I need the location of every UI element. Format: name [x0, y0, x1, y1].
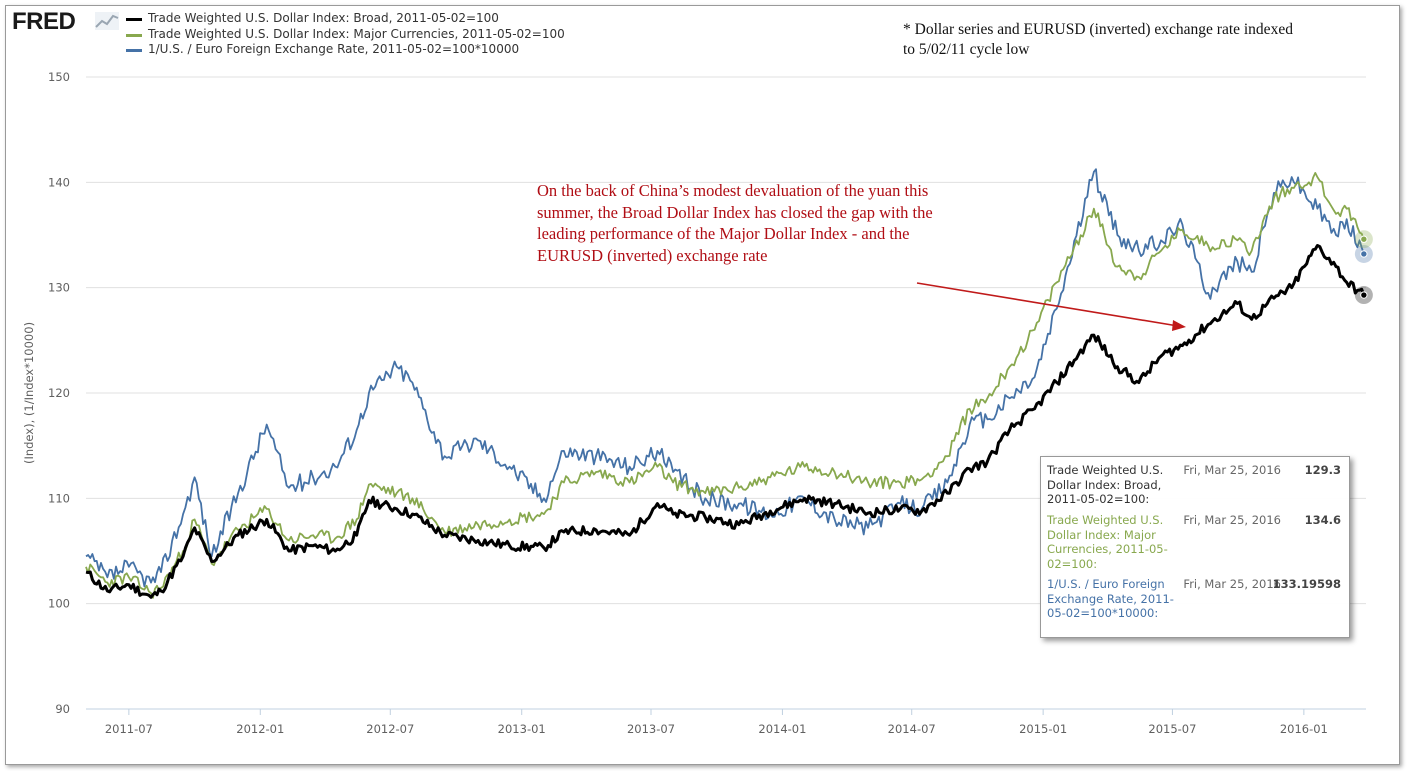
- x-tick-label: 2014-07: [888, 722, 936, 736]
- x-tick-label: 2014-01: [758, 722, 806, 736]
- hover-tooltip: Trade Weighted U.S. Dollar Index: Broad,…: [1040, 456, 1350, 638]
- legend-label-euro: 1/U.S. / Euro Foreign Exchange Rate, 201…: [148, 42, 520, 56]
- series-line-2[interactable]: [85, 168, 1365, 588]
- x-tick-label: 2013-07: [627, 722, 675, 736]
- tooltip-value-major: 134.6: [1304, 513, 1341, 527]
- tooltip-date-euro: Fri, Mar 25, 2016: [1183, 577, 1281, 591]
- y-tick-label: 140: [48, 175, 70, 189]
- fred-logo[interactable]: FRED: [12, 8, 76, 35]
- x-tick-label: 2012-01: [236, 722, 284, 736]
- x-tick-label: 2015-01: [1019, 722, 1067, 736]
- series-line-0[interactable]: [85, 244, 1366, 599]
- series-end-point-1[interactable]: [1360, 235, 1368, 243]
- x-tick-label: 2012-07: [366, 722, 414, 736]
- legend-item-broad[interactable]: Trade Weighted U.S. Dollar Index: Broad,…: [126, 11, 565, 27]
- y-tick-label: 110: [48, 491, 70, 505]
- legend-swatch-euro: [126, 49, 142, 52]
- series-line-1[interactable]: [85, 172, 1365, 599]
- series-end-point-2[interactable]: [1360, 250, 1368, 258]
- tooltip-label-major: Trade Weighted U.S. Dollar Index: Major …: [1047, 513, 1168, 571]
- tooltip-label-euro: 1/U.S. / Euro Foreign Exchange Rate, 201…: [1047, 577, 1174, 620]
- legend-swatch-major: [126, 33, 142, 37]
- y-tick-label: 90: [55, 702, 70, 716]
- tooltip-value-euro: 133.19598: [1272, 577, 1341, 591]
- legend-swatch-broad: [126, 18, 142, 21]
- y-axis-label: (Index), (1/Index*10000): [22, 322, 36, 464]
- y-tick-label: 100: [48, 597, 70, 611]
- annotation-arrowhead: [1172, 320, 1186, 331]
- fred-chart-icon: [95, 12, 119, 30]
- tooltip-date-broad: Fri, Mar 25, 2016: [1183, 463, 1281, 477]
- legend-label-broad: Trade Weighted U.S. Dollar Index: Broad,…: [148, 11, 499, 25]
- tooltip-date-major: Fri, Mar 25, 2016: [1183, 513, 1281, 527]
- annotation-arrow: [916, 282, 1179, 327]
- legend-label-major: Trade Weighted U.S. Dollar Index: Major …: [148, 26, 565, 41]
- x-tick-label: 2011-07: [105, 722, 153, 736]
- x-tick-label: 2013-01: [498, 722, 546, 736]
- y-tick-label: 130: [48, 281, 70, 295]
- tooltip-label-broad: Trade Weighted U.S. Dollar Index: Broad,…: [1047, 463, 1164, 506]
- chart-frame: [5, 5, 1400, 765]
- legend: Trade Weighted U.S. Dollar Index: Broad,…: [126, 11, 565, 58]
- y-tick-label: 150: [48, 70, 70, 84]
- x-tick-label: 2015-07: [1148, 722, 1196, 736]
- y-tick-label: 120: [48, 386, 70, 400]
- tooltip-value-broad: 129.3: [1304, 463, 1341, 477]
- legend-item-major[interactable]: Trade Weighted U.S. Dollar Index: Major …: [126, 27, 565, 43]
- legend-item-euro[interactable]: 1/U.S. / Euro Foreign Exchange Rate, 201…: [126, 42, 565, 58]
- series-end-point-0[interactable]: [1360, 291, 1368, 299]
- x-tick-label: 2016-01: [1280, 722, 1328, 736]
- chart-note: * Dollar series and EURUSD (inverted) ex…: [903, 21, 1293, 58]
- annotation-text: On the back of China’s modest devaluatio…: [537, 181, 933, 265]
